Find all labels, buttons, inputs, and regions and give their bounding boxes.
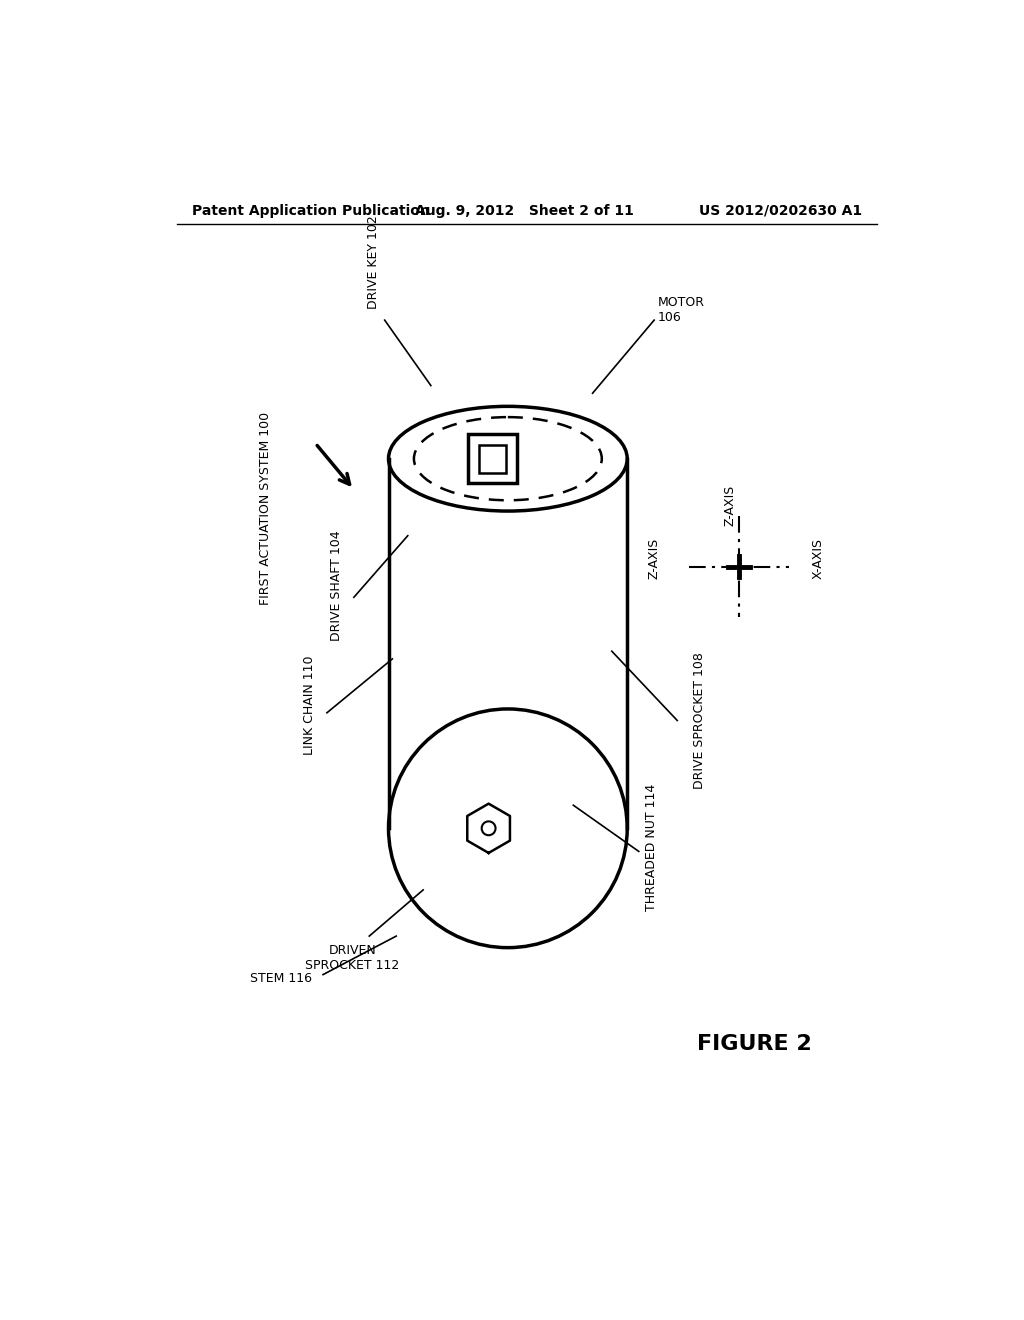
- Text: SPROCKET 112: SPROCKET 112: [305, 960, 399, 973]
- Text: FIRST ACTUATION SYSTEM 100: FIRST ACTUATION SYSTEM 100: [259, 412, 271, 606]
- Text: FIGURE 2: FIGURE 2: [697, 1034, 812, 1053]
- Text: US 2012/0202630 A1: US 2012/0202630 A1: [699, 203, 862, 218]
- Text: X-AXIS: X-AXIS: [812, 539, 825, 579]
- Text: DRIVE KEY 102: DRIVE KEY 102: [368, 215, 380, 309]
- Text: DRIVE SHAFT 104: DRIVE SHAFT 104: [331, 531, 343, 642]
- Text: Aug. 9, 2012   Sheet 2 of 11: Aug. 9, 2012 Sheet 2 of 11: [416, 203, 634, 218]
- Bar: [478, 445, 506, 473]
- Text: Patent Application Publication: Patent Application Publication: [193, 203, 430, 218]
- Text: THREADED NUT 114: THREADED NUT 114: [645, 784, 658, 911]
- Bar: [468, 434, 517, 483]
- Text: DRIVEN: DRIVEN: [329, 944, 376, 957]
- Text: MOTOR: MOTOR: [658, 296, 705, 309]
- Text: Z-AXIS: Z-AXIS: [723, 484, 736, 525]
- Text: DRIVE SPROCKET 108: DRIVE SPROCKET 108: [692, 652, 706, 789]
- Text: STEM 116: STEM 116: [250, 972, 311, 985]
- Text: 106: 106: [658, 312, 682, 323]
- Text: LINK CHAIN 110: LINK CHAIN 110: [303, 655, 316, 755]
- Text: Z-AXIS: Z-AXIS: [647, 539, 660, 579]
